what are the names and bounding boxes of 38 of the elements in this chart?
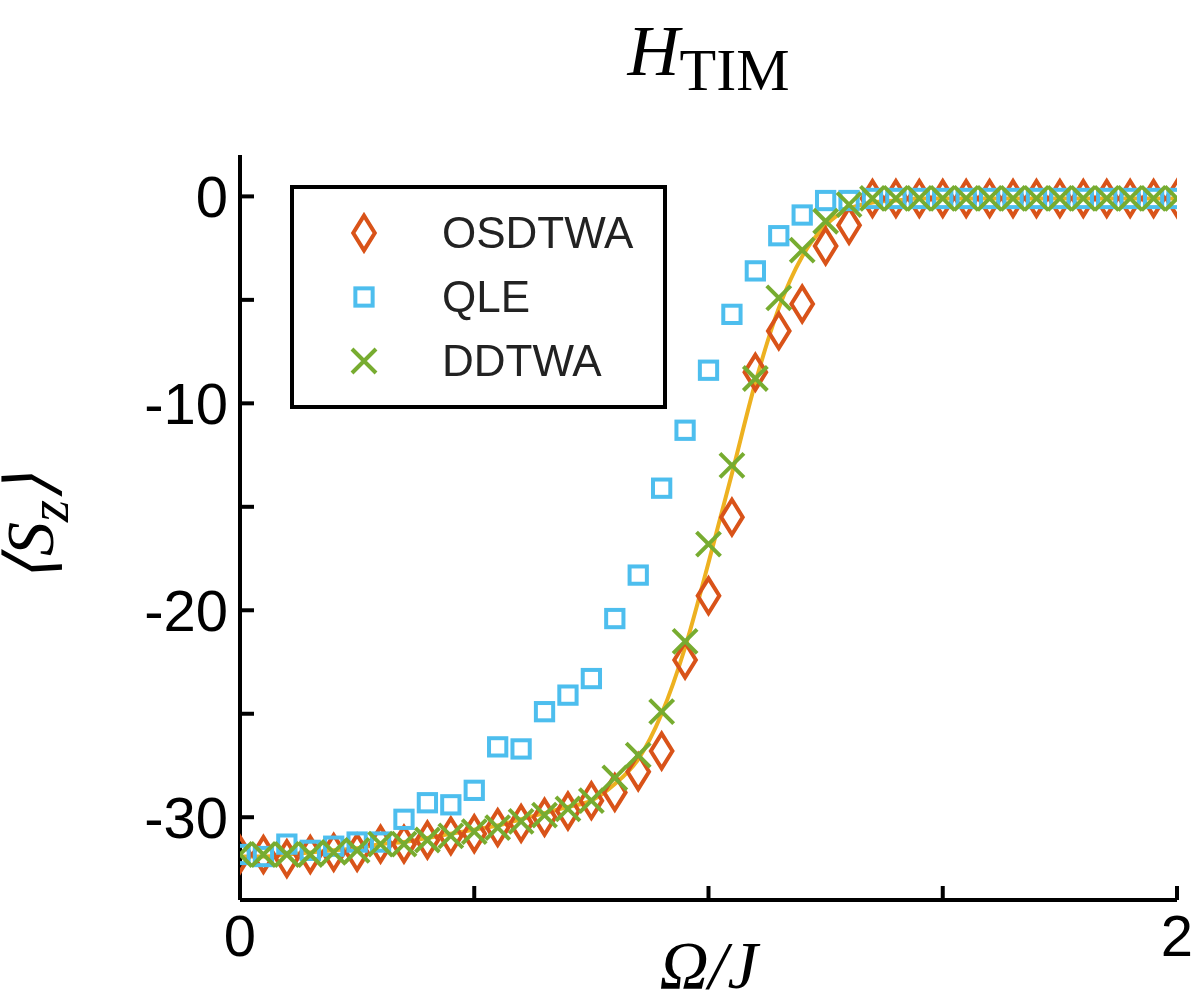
point xyxy=(764,283,793,312)
legend-label: DDTWA xyxy=(442,336,602,386)
y-tick-label: -30 xyxy=(144,785,228,851)
point xyxy=(627,564,649,586)
point xyxy=(768,225,790,247)
point xyxy=(814,189,837,212)
point xyxy=(463,779,485,801)
point xyxy=(440,794,462,816)
point xyxy=(744,260,766,282)
point xyxy=(671,627,700,656)
point xyxy=(788,236,817,265)
point xyxy=(674,419,696,441)
point xyxy=(717,451,746,480)
chart-title: H$_{TIM}$ xyxy=(625,10,791,106)
point xyxy=(510,738,532,760)
point xyxy=(835,190,864,219)
point xyxy=(416,792,439,814)
point xyxy=(393,808,415,830)
legend-label: OSDTWA xyxy=(442,208,634,258)
y-tick-label: -20 xyxy=(144,578,228,644)
point xyxy=(811,207,840,236)
point xyxy=(721,303,743,325)
legend-label: QLE xyxy=(442,272,531,322)
point xyxy=(651,477,673,499)
point xyxy=(557,684,579,706)
point xyxy=(533,701,556,723)
y-tick-label: -10 xyxy=(144,371,228,437)
point xyxy=(600,763,629,792)
point xyxy=(487,736,509,758)
point xyxy=(791,204,813,226)
y-tick-label: 0 xyxy=(195,164,228,230)
point xyxy=(604,607,626,630)
point xyxy=(697,359,720,381)
point xyxy=(580,667,603,690)
point xyxy=(624,741,653,770)
x-tick-label: 2 xyxy=(1160,903,1194,968)
point xyxy=(741,364,770,393)
point xyxy=(694,530,723,559)
